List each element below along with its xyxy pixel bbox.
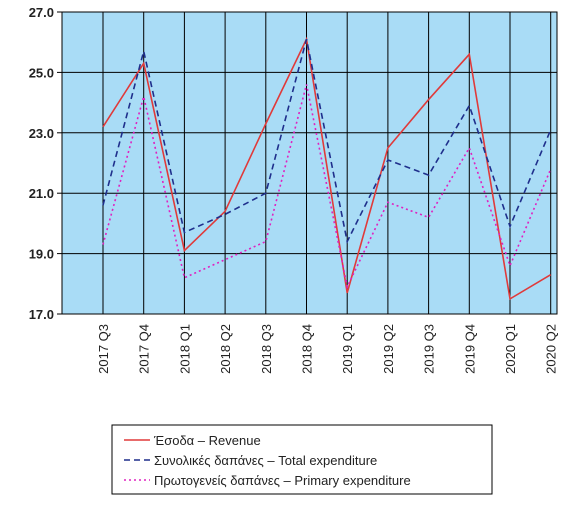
x-tick-label: 2018 Q3 (259, 324, 274, 374)
x-tick-label: 2019 Q4 (462, 324, 477, 374)
x-tick-label: 2020 Q2 (544, 324, 559, 374)
y-tick-label: 23.0 (29, 126, 54, 141)
x-tick-label: 2018 Q2 (218, 324, 233, 374)
x-tick-label: 2018 Q1 (177, 324, 192, 374)
x-tick-label: 2019 Q1 (340, 324, 355, 374)
line-series (102, 38, 552, 244)
x-tick-label: 2019 Q3 (422, 324, 437, 374)
x-tick-label: 2019 Q2 (381, 324, 396, 374)
x-tick-label: 2017 Q3 (96, 324, 111, 374)
y-tick-label: 27.0 (29, 5, 54, 20)
y-tick-label: 19.0 (29, 247, 54, 262)
line-series (102, 36, 552, 301)
legend-label: Έσοδα – Revenue (153, 433, 261, 448)
line-series (102, 84, 552, 290)
y-tick-label: 17.0 (29, 307, 54, 322)
legend-label: Πρωτογενείς δαπάνες – Primary expenditur… (154, 473, 411, 488)
legend-box (111, 424, 493, 495)
x-tick-label: 2017 Q4 (137, 324, 152, 374)
y-tick-label: 21.0 (29, 186, 54, 201)
y-tick-label: 25.0 (29, 65, 54, 80)
legend-label: Συνολικές δαπάνες – Total expenditure (154, 453, 377, 468)
x-tick-label: 2018 Q4 (300, 324, 315, 374)
x-tick-label: 2020 Q1 (503, 324, 518, 374)
